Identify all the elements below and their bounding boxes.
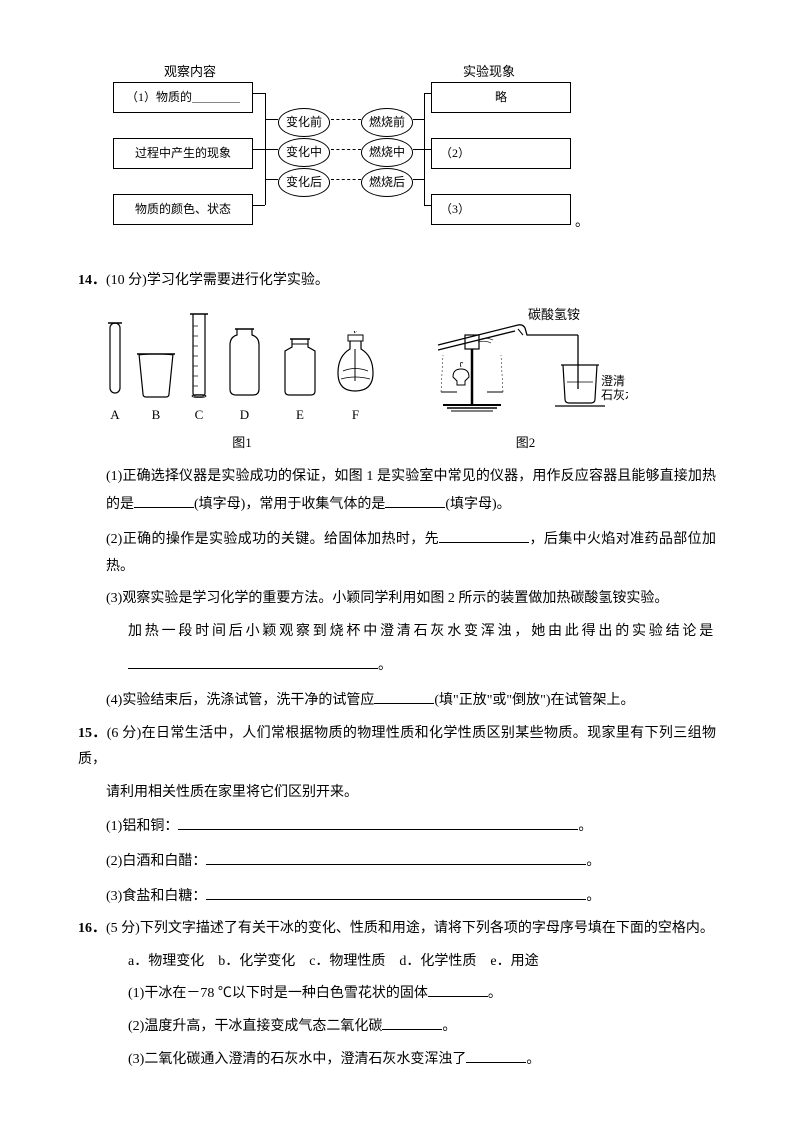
blank: [206, 847, 586, 865]
q14-p3: (3)观察实验是学习化学的重要方法。小颖同学利用如图 2 所示的装置做加热碳酸氢…: [78, 586, 716, 613]
q14: 14．(10 分)学习化学需要进行化学实验。: [78, 268, 716, 295]
fc-box-result-2: （2）: [431, 138, 571, 169]
fc-box-result-3: （3）: [431, 194, 571, 225]
blank: [439, 525, 529, 543]
svg-text:碳酸氢铵: 碳酸氢铵: [528, 307, 580, 322]
blank: [428, 979, 488, 997]
q14-intro: 学习化学需要进行化学实验。: [147, 273, 329, 288]
fc-oval-before-burn: 燃烧前: [361, 108, 413, 137]
svg-text:澄清: 澄清: [601, 373, 625, 388]
q16-num: 16．: [78, 921, 106, 936]
q14-p1: (1)正确选择仪器是实验成功的保证，如图 1 是实验室中常见的仪器，用作反应容器…: [78, 464, 716, 519]
q14-p3b: 加热一段时间后小颖观察到烧杯中澄清石灰水变浑浊，她由此得出的实验结论是: [78, 619, 716, 646]
fc-box-result-1: 略: [431, 82, 571, 113]
fig1-label: 图1: [106, 431, 378, 456]
fc-header-experiment: 实验现象: [463, 60, 515, 85]
fig2-svg: 碳酸氢铵 澄清 石灰水: [423, 307, 628, 417]
blank: [206, 882, 586, 900]
q15-num: 15．: [78, 726, 107, 741]
q15-p3: (3)食盐和白糖：。: [78, 882, 716, 911]
apparatus-a: A: [106, 321, 124, 428]
blank: [466, 1045, 526, 1063]
fc-period: 。: [575, 210, 589, 237]
fc-oval-before-change: 变化前: [278, 108, 330, 137]
q15-p1: (1)铝和铜：。: [78, 812, 716, 841]
apparatus-figures: A B C D E F 图1: [106, 307, 716, 456]
blank: [134, 490, 194, 508]
fc-header-observe: 观察内容: [164, 60, 216, 85]
q16: 16．(5 分)下列文字描述了有关干冰的变化、性质和用途，请将下列各项的字母序号…: [78, 916, 716, 943]
q14-p4: (4)实验结束后，洗涤试管，洗干净的试管应(填"正放"或"倒放")在试管架上。: [78, 686, 716, 715]
fc-box-3: 物质的颜色、状态: [113, 194, 253, 225]
q15-p2: (2)白酒和白醋：。: [78, 847, 716, 876]
apparatus-b: B: [136, 349, 176, 428]
q16-p3: (3)二氧化碳通入澄清的石灰水中，澄清石灰水变浑浊了。: [78, 1045, 716, 1074]
blank: [128, 651, 378, 669]
q14-points: (10 分): [106, 273, 147, 288]
q15: 15．(6 分)在日常生活中，人们常根据物质的物理性质和化学性质区别某些物质。现…: [78, 721, 716, 774]
svg-text:石灰水: 石灰水: [601, 388, 628, 402]
q14-num: 14．: [78, 273, 106, 288]
q15-intro-b: 请利用相关性质在家里将它们区别开来。: [78, 780, 716, 807]
apparatus-c: C: [188, 311, 210, 428]
fc-oval-after-burn: 燃烧后: [361, 168, 413, 197]
q16-p2: (2)温度升高，干冰直接变成气态二氧化碳。: [78, 1012, 716, 1041]
q16-points: (5 分): [106, 921, 140, 936]
blank: [374, 686, 434, 704]
fc-oval-during-burn: 燃烧中: [361, 138, 413, 167]
apparatus-f: F: [333, 331, 378, 428]
apparatus-d: D: [222, 327, 267, 428]
fc-box-1: （1）物质的＿＿＿＿: [113, 82, 253, 113]
q16-p1: (1)干冰在－78 ℃以下时是一种白色雪花状的固体。: [78, 979, 716, 1008]
blank: [385, 490, 445, 508]
fig2-label: 图2: [423, 431, 628, 456]
fc-oval-after-change: 变化后: [278, 168, 330, 197]
flowchart-diagram: 观察内容 实验现象 （1）物质的＿＿＿＿ 过程中产生的现象 物质的颜色、状态 变…: [113, 60, 716, 250]
blank: [178, 812, 578, 830]
q15-points: (6 分): [107, 726, 142, 741]
q14-p2: (2)正确的操作是实验成功的关键。给固体加热时，先，后集中火焰对准药品部位加热。: [78, 525, 716, 580]
q16-options: a．物理变化 b．化学变化 c．物理性质 d．化学性质 e．用途: [78, 949, 716, 976]
apparatus-e: E: [279, 337, 321, 428]
fc-box-2: 过程中产生的现象: [113, 138, 253, 169]
fc-oval-during-change: 变化中: [278, 138, 330, 167]
blank: [382, 1012, 442, 1030]
